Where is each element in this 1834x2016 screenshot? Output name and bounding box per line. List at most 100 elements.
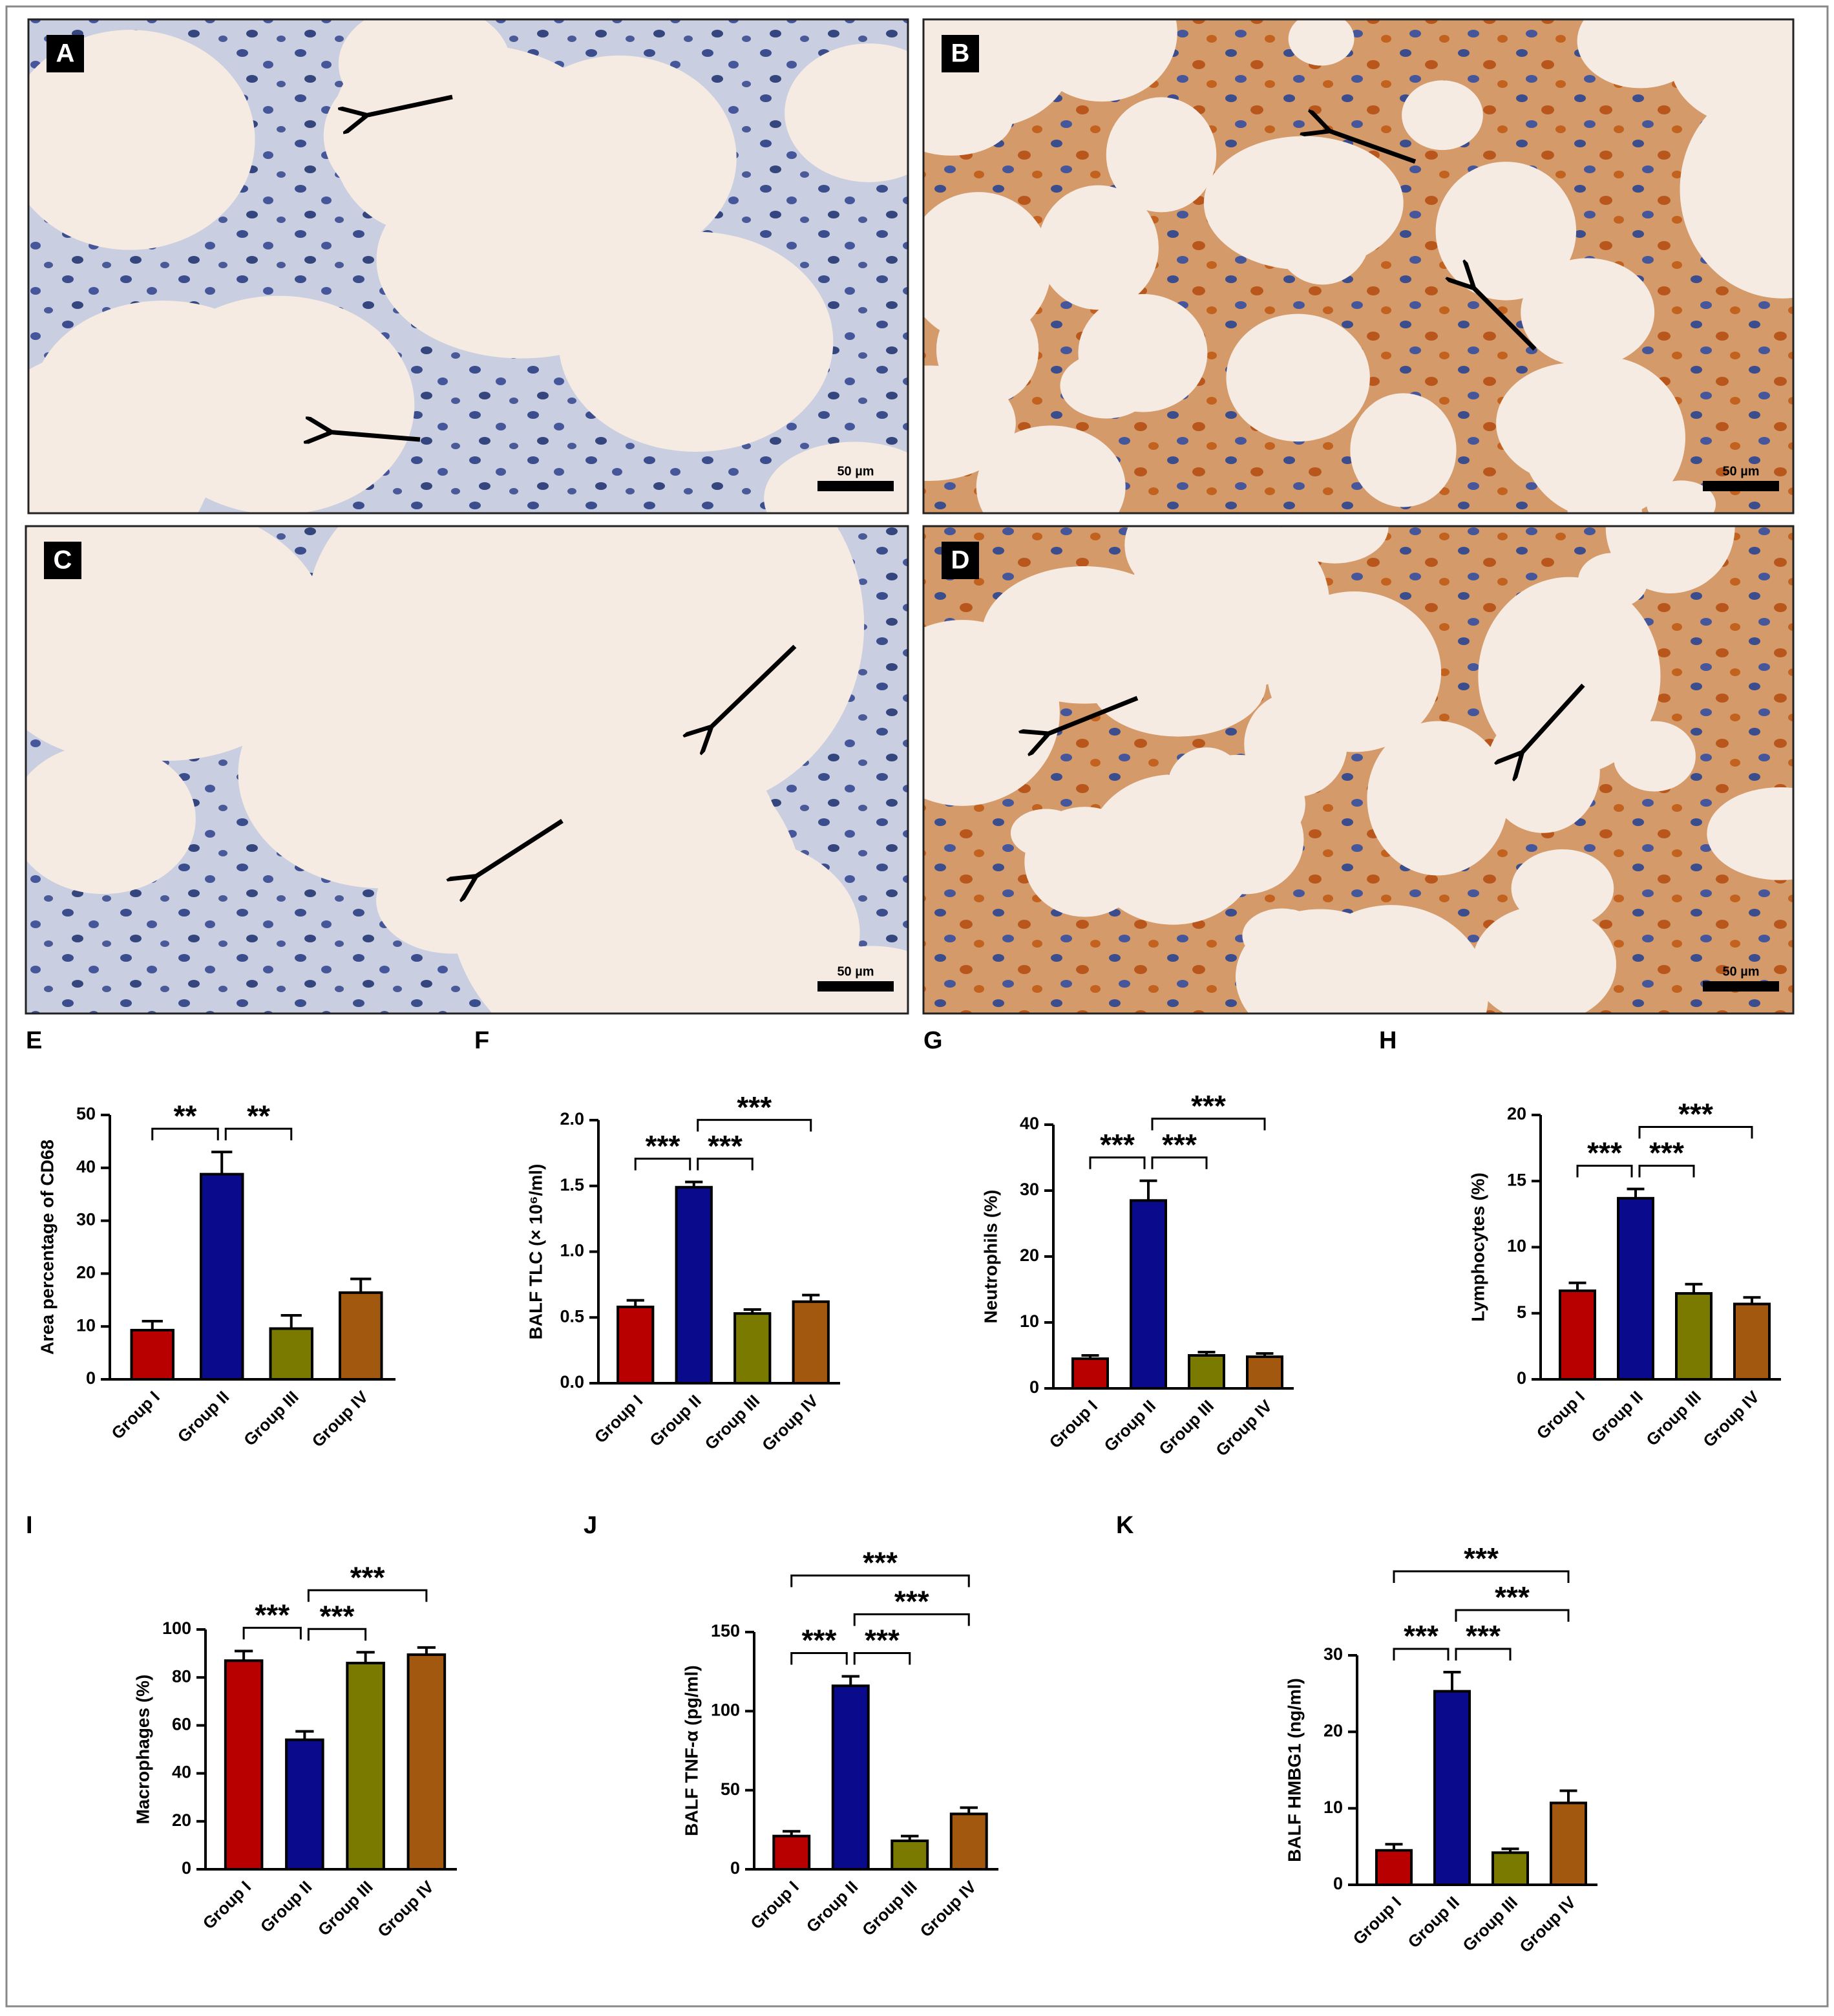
x-tick-label: Group IV [758, 1390, 822, 1454]
alveolus [1496, 362, 1655, 484]
bar [617, 1305, 655, 1385]
significance-bracket [697, 1158, 754, 1171]
y-tick-label: 80 [172, 1666, 191, 1686]
y-tick-label: 10 [1507, 1236, 1526, 1256]
micrograph: D 50 µm [922, 525, 1795, 1015]
significance-label: *** [1649, 1136, 1684, 1170]
alveolus [1124, 526, 1242, 598]
x-tick-label: Group III [858, 1877, 921, 1940]
alveolus [1106, 97, 1217, 213]
y-axis-label: BALF TNF-α (pg/ml) [681, 1665, 701, 1836]
bar [1559, 1289, 1596, 1381]
y-axis-label: BALF HMBG1 (ng/ml) [1284, 1678, 1304, 1862]
micrograph-content [28, 19, 908, 513]
significance-label: *** [1100, 1128, 1135, 1162]
y-axis-label: BALF TLC (× 10⁶/ml) [525, 1164, 545, 1340]
alveolus [1680, 80, 1793, 299]
alveolus [1236, 909, 1405, 1013]
y-tick-label: 40 [76, 1157, 96, 1176]
bar [1375, 1849, 1413, 1886]
x-tick-label: Group I [1349, 1893, 1406, 1949]
x-tick-label: Group II [1100, 1396, 1159, 1456]
alveolus [792, 946, 908, 1013]
y-tick-label: 20 [76, 1263, 96, 1282]
arrow [708, 644, 797, 730]
y-tick-label: 100 [162, 1618, 191, 1638]
micrograph: A 50 µm [27, 18, 909, 515]
significance-label: *** [1495, 1580, 1530, 1614]
alveolus [1226, 313, 1370, 442]
alveolus [1402, 80, 1483, 151]
significance-label: ** [247, 1099, 270, 1132]
bar [675, 1185, 713, 1385]
y-tick-label: 20 [1507, 1104, 1526, 1123]
micrograph-border [27, 18, 909, 515]
x-tick-label: Group II [1587, 1387, 1647, 1447]
significance-bracket [1455, 1609, 1570, 1622]
bar [1246, 1355, 1283, 1390]
significance-label: *** [1191, 1089, 1226, 1123]
panel-label: F [474, 1027, 489, 1054]
bar [949, 1812, 988, 1871]
bar [1130, 1199, 1167, 1390]
alveolus [26, 526, 329, 761]
significance-label: *** [255, 1598, 290, 1632]
panel-label: D [951, 546, 970, 575]
significance-label: *** [1464, 1542, 1499, 1575]
alveolus [1521, 258, 1655, 367]
alveolus [1367, 721, 1508, 876]
y-tick-label: 0.0 [560, 1372, 584, 1392]
scale-label: 50 µm [1722, 464, 1759, 478]
y-tick-label: 0 [182, 1858, 191, 1878]
x-tick-label: Group IV [308, 1386, 372, 1450]
x-tick-label: Group IV [374, 1876, 437, 1940]
x-tick-label: Group III [1155, 1396, 1217, 1459]
x-tick-label: Group II [257, 1877, 316, 1936]
alveolus [28, 392, 209, 513]
significance-bracket [1089, 1156, 1146, 1169]
significance-label: *** [1678, 1098, 1713, 1131]
significance-bracket [1576, 1165, 1633, 1178]
alveolus [1478, 577, 1661, 775]
scale-label: 50 µm [837, 464, 874, 478]
alveolus [976, 425, 1126, 513]
significance-bracket [1455, 1648, 1512, 1661]
alveolus [1024, 807, 1146, 917]
micrograph-content [923, 526, 1793, 1013]
bar [346, 1661, 385, 1871]
y-tick-label: 20 [1323, 1721, 1343, 1740]
x-tick-label: Group I [107, 1387, 163, 1443]
y-tick-label: 20 [1020, 1246, 1039, 1265]
alveolus [1605, 526, 1735, 593]
scale-bar [1703, 981, 1779, 992]
scale-bar [817, 481, 894, 491]
bar [224, 1659, 264, 1871]
micrograph-content [923, 19, 1793, 513]
y-tick-label: 40 [172, 1763, 191, 1782]
micrograph: C 50 µm [25, 525, 909, 1015]
y-tick-label: 10 [1020, 1311, 1039, 1331]
arrow [1044, 695, 1139, 736]
significance-label: *** [737, 1090, 772, 1124]
y-tick-label: 10 [1323, 1798, 1343, 1817]
y-tick-label: 0 [86, 1368, 96, 1388]
bar [130, 1328, 174, 1381]
y-tick-label: 5 [1517, 1302, 1526, 1322]
x-tick-label: Group III [240, 1387, 302, 1450]
significance-label: *** [320, 1599, 355, 1633]
bar [406, 1653, 447, 1871]
bar [1733, 1302, 1771, 1381]
panel-label-box [44, 542, 81, 579]
significance-bracket [853, 1652, 911, 1665]
y-axis-label: Area percentage of CD68 [37, 1140, 57, 1355]
alveolus [26, 743, 196, 895]
significance-label: *** [1404, 1619, 1439, 1653]
y-tick-label: 15 [1507, 1170, 1526, 1189]
significance-bracket [1393, 1570, 1570, 1584]
y-tick-label: 60 [172, 1715, 191, 1734]
